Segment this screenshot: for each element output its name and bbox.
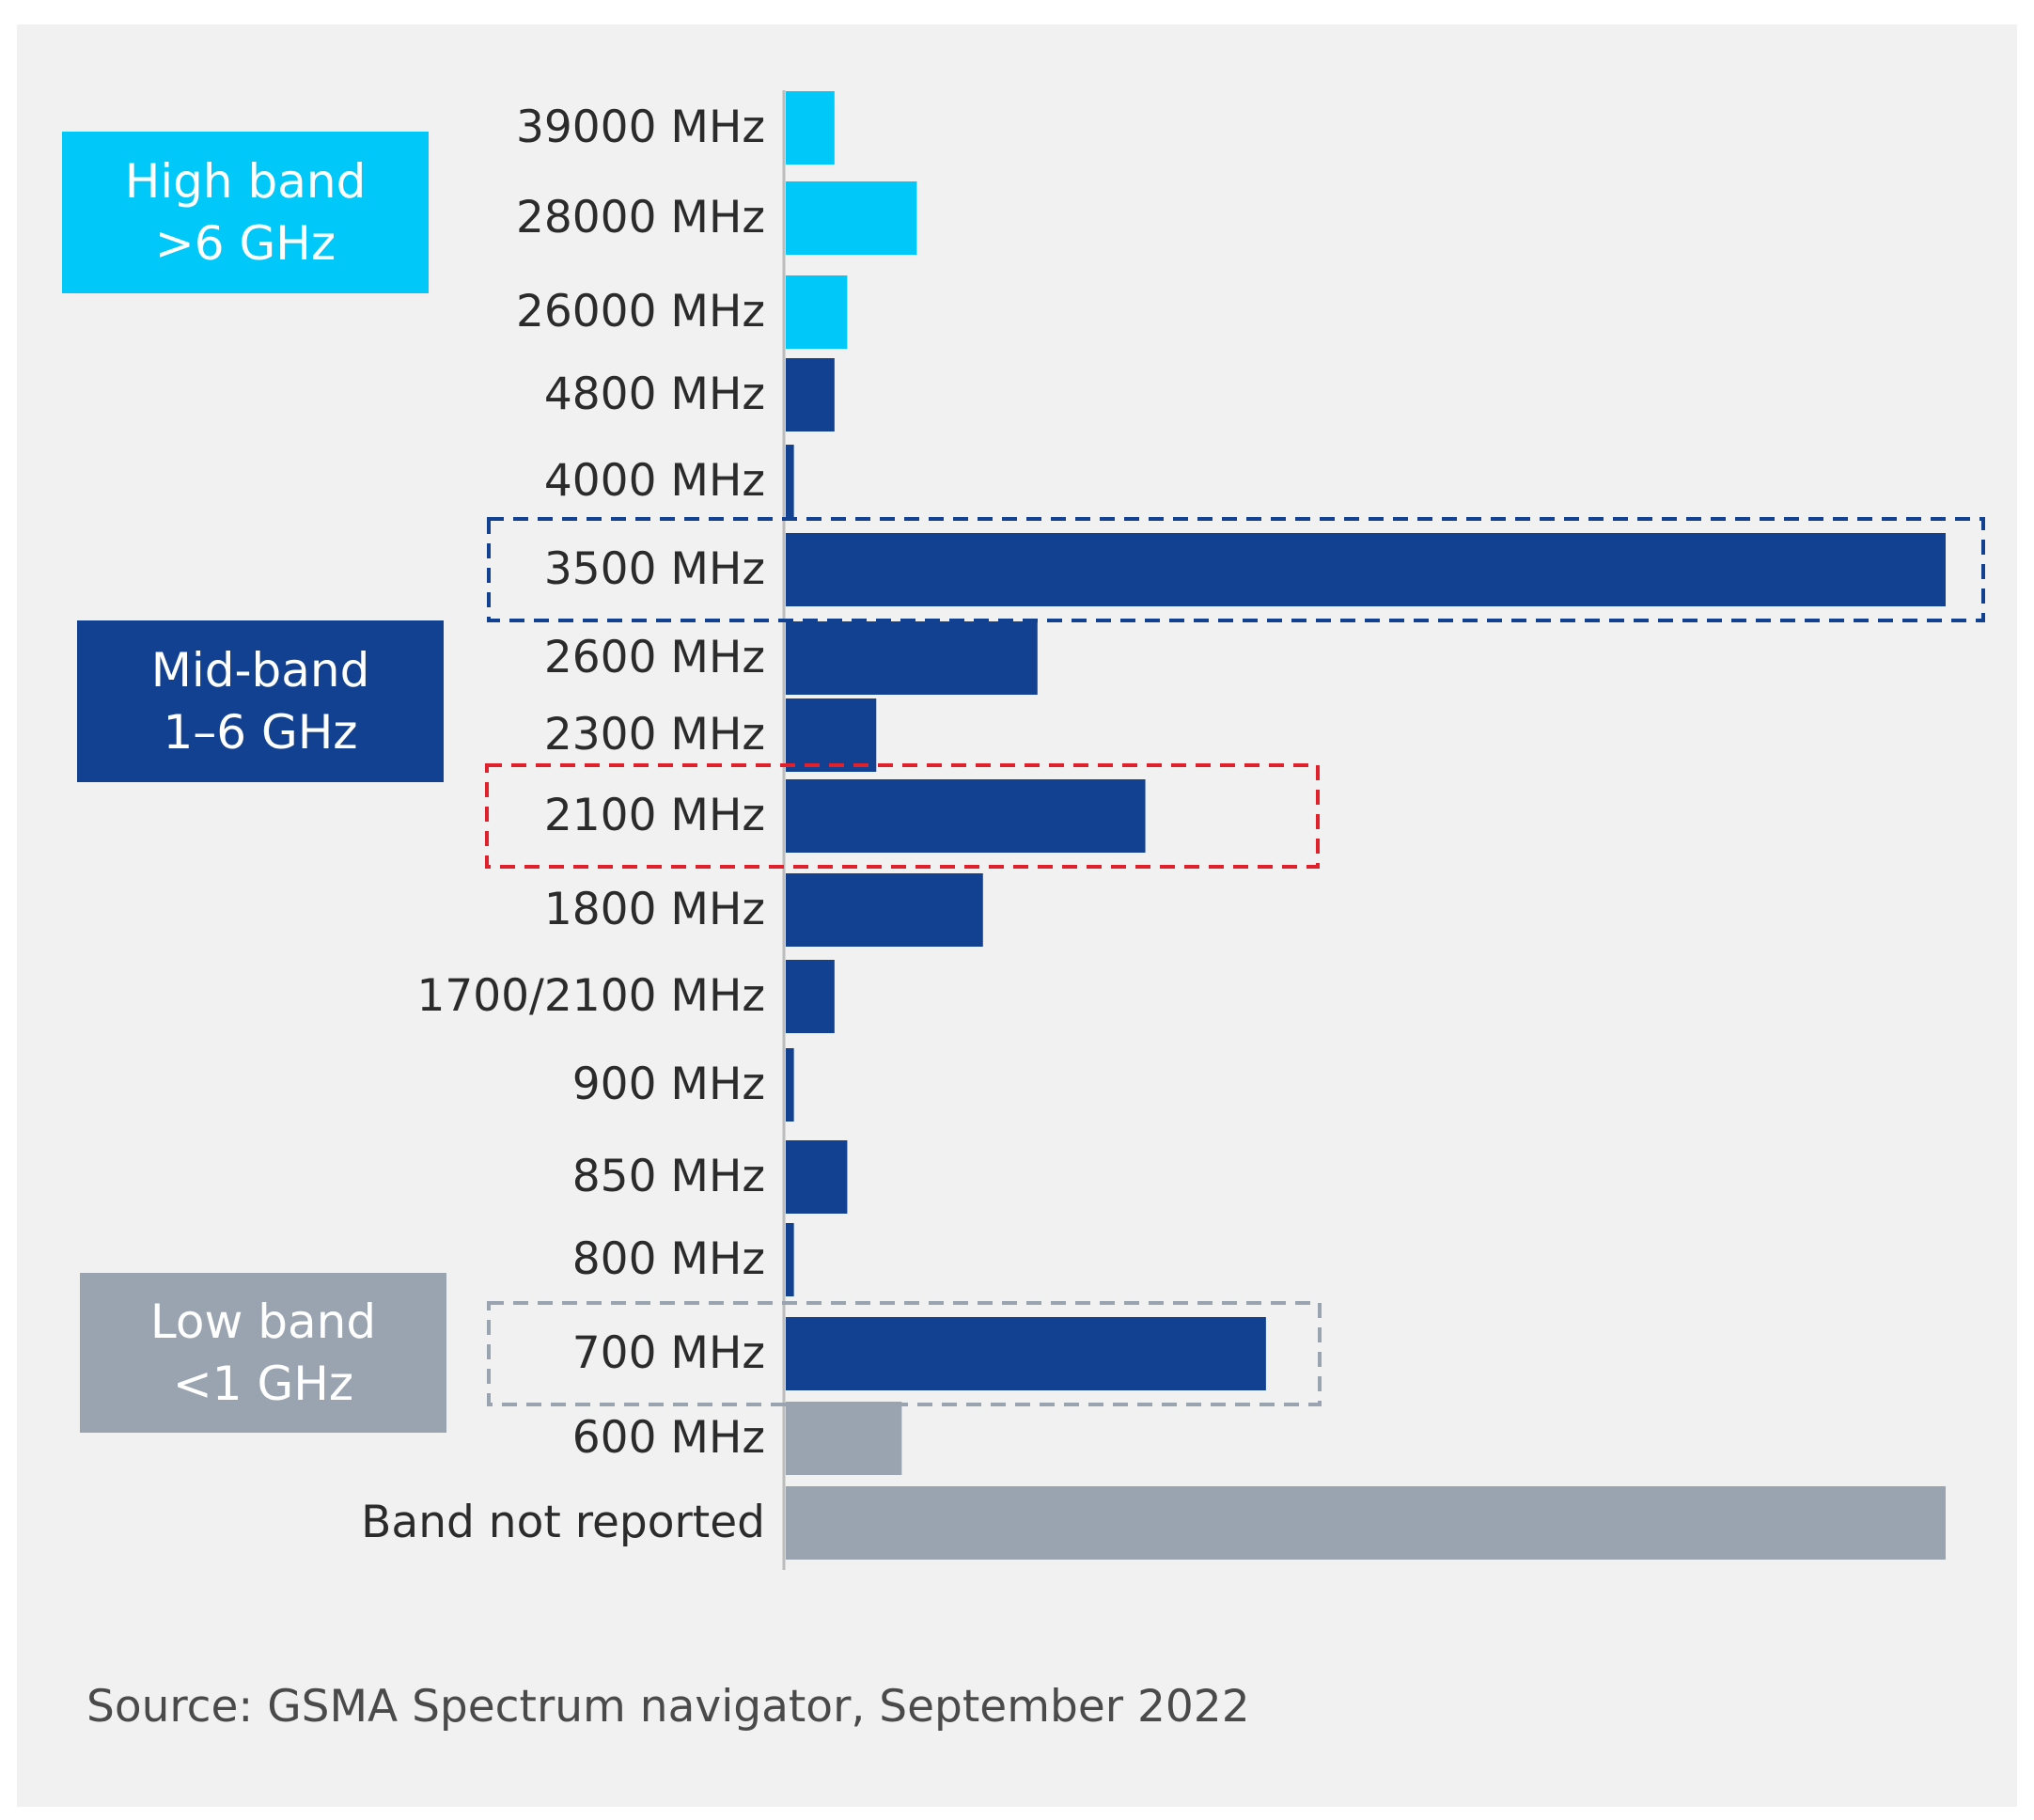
category-label: 3500 MHz [543, 543, 765, 595]
bar-39000-mhz [786, 91, 835, 165]
bar-4800-mhz [786, 358, 835, 431]
legend-low-band-line1: Low band [149, 1294, 377, 1349]
bar-28000-mhz [786, 181, 917, 255]
bar-26000-mhz [786, 275, 848, 349]
category-label: 39000 MHz [515, 102, 765, 153]
chart-panel: 39000 MHz 28000 MHz 26000 MHz 4800 MHz 4000 … [17, 24, 2017, 1807]
category-label: 2300 MHz [543, 709, 765, 761]
category-label: 800 MHz [571, 1233, 765, 1285]
source-note: Source: GSMA Spectrum navigator, Septemb… [86, 1681, 1250, 1733]
highlight-box-2100-mhz [485, 763, 1320, 869]
bar-1800-mhz [786, 873, 983, 947]
bar-900-mhz [786, 1048, 794, 1122]
legend-high-band: High band >6 GHz [62, 132, 429, 293]
bar-2100-mhz [786, 779, 1146, 853]
category-labels: 39000 MHz 28000 MHz 26000 MHz 4800 MHz 4000 … [17, 24, 765, 1807]
legend-mid-band: Mid-band 1–6 GHz [77, 620, 444, 782]
bar-3500-mhz [786, 533, 1946, 606]
category-label: 850 MHz [571, 1151, 765, 1202]
bar-800-mhz [786, 1223, 794, 1296]
category-label: 2100 MHz [543, 790, 765, 841]
bar-1700-2100-mhz [786, 960, 835, 1033]
legend-mid-band-line2: 1–6 GHz [163, 705, 358, 760]
category-label: 4800 MHz [543, 369, 765, 420]
bar-700-mhz [786, 1317, 1266, 1390]
highlight-box-3500-mhz [487, 517, 1985, 622]
category-label: 28000 MHz [515, 192, 765, 243]
category-label: 1700/2100 MHz [416, 970, 765, 1022]
bar-2300-mhz [786, 698, 877, 772]
bar-4000-mhz [786, 445, 794, 518]
bar-chart [485, 90, 1985, 1570]
category-label: 900 MHz [571, 1059, 765, 1110]
legend-mid-band-line1: Mid-band [150, 643, 370, 698]
bar-2600-mhz [786, 621, 1038, 695]
category-label: 2600 MHz [543, 632, 765, 683]
legend-high-band-line2: >6 GHz [154, 216, 336, 271]
bar-600-mhz [786, 1402, 902, 1475]
legend-high-band-line1: High band [124, 154, 367, 209]
category-label: Band not reported [361, 1497, 765, 1548]
highlight-box-700-mhz [487, 1301, 1322, 1406]
category-label: 26000 MHz [515, 286, 765, 337]
category-label: 4000 MHz [543, 455, 765, 507]
bar-850-mhz [786, 1140, 848, 1214]
bar-band-not-reported [786, 1486, 1946, 1560]
category-label: 700 MHz [571, 1327, 765, 1379]
legend-low-band: Low band <1 GHz [80, 1273, 446, 1433]
legend-low-band-line2: <1 GHz [172, 1357, 354, 1411]
category-label: 1800 MHz [543, 884, 765, 935]
category-label: 600 MHz [571, 1412, 765, 1464]
